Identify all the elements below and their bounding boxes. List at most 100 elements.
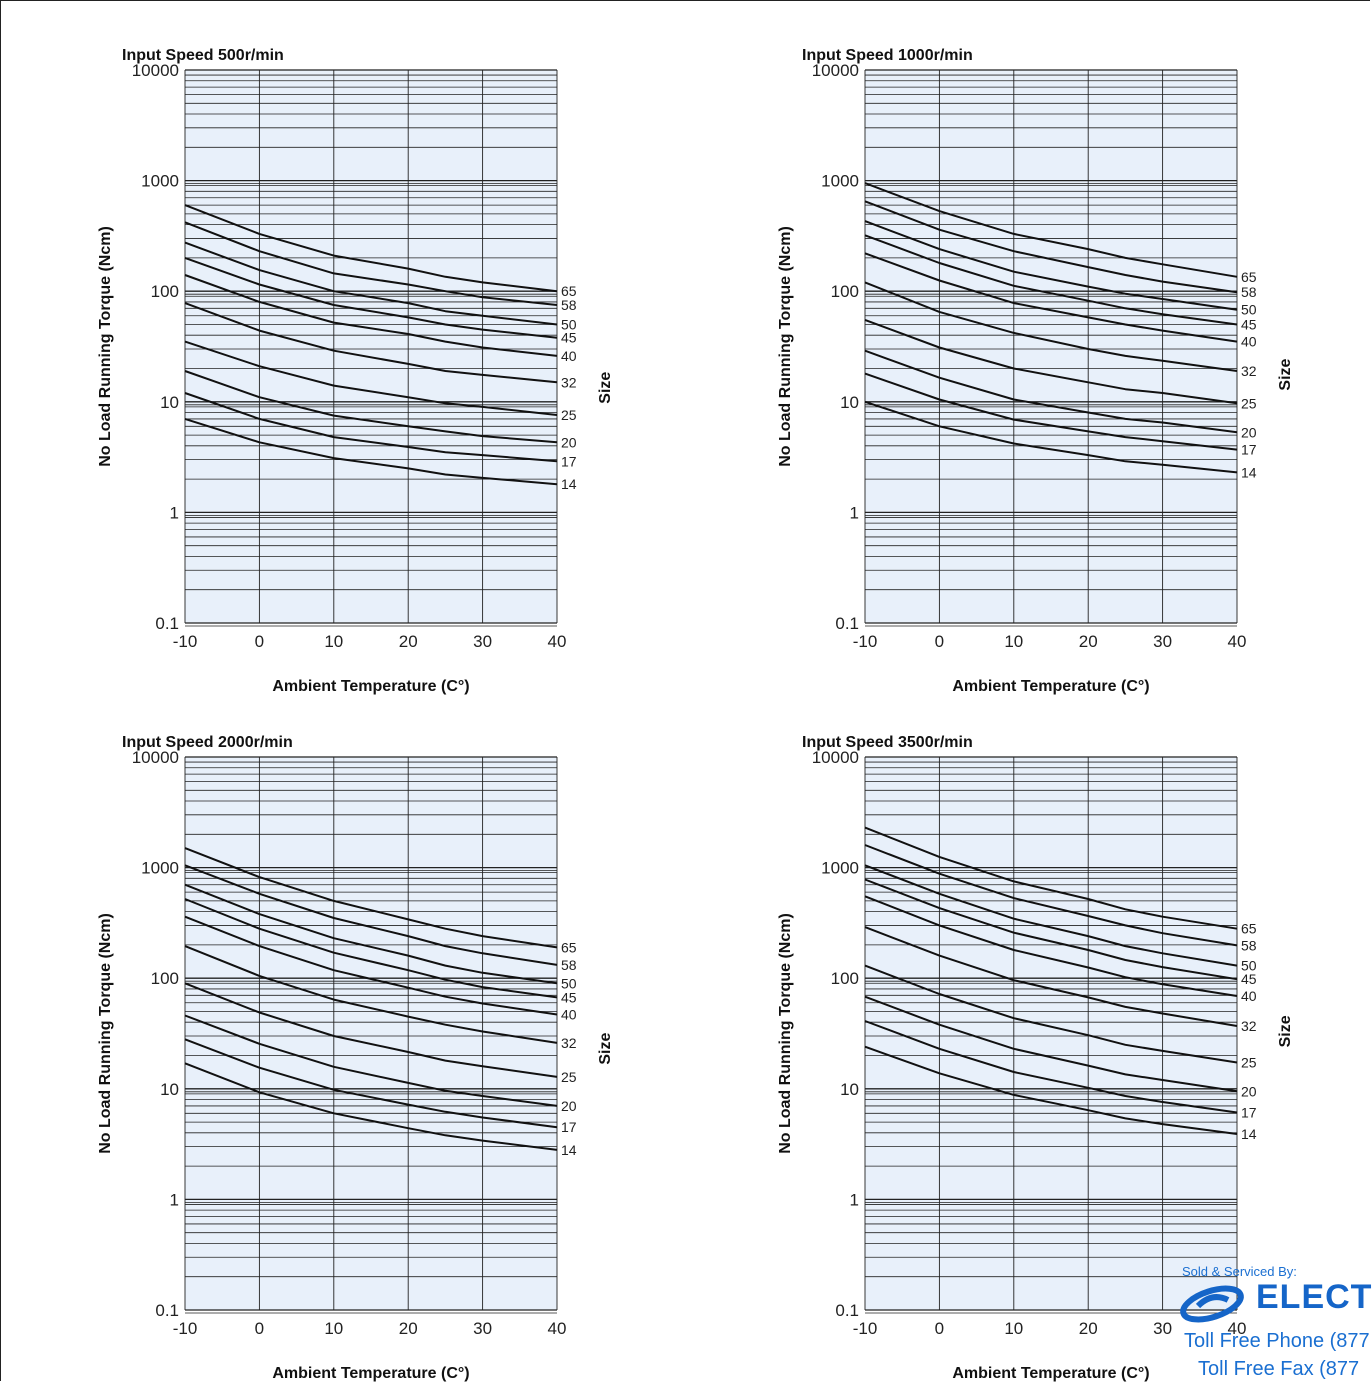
series-line-14: [864, 1045, 1238, 1135]
series-line-40: [184, 915, 558, 1016]
y-axis-title: No Load Running Torque (Ncm): [777, 913, 794, 1154]
series-line-50: [184, 241, 558, 326]
size-label-25: 25: [1241, 1054, 1257, 1070]
y-axis-title: No Load Running Torque (Ncm): [777, 226, 794, 467]
x-tick-label: 30: [1153, 632, 1172, 651]
series-line-17: [864, 1020, 1238, 1114]
legend-title: Size: [1277, 358, 1294, 390]
y-tick-label: 1: [170, 1190, 179, 1209]
y-tick-label: 100: [831, 969, 859, 988]
dealer-logo-icon: [1180, 1285, 1244, 1323]
size-label-25: 25: [561, 1069, 577, 1085]
series-line-40: [184, 274, 558, 357]
x-tick-label: 20: [1079, 632, 1098, 651]
series-line-14: [184, 417, 558, 486]
dealer-phone: Toll Free Phone (877: [1184, 1330, 1370, 1352]
series-line-58: [184, 864, 558, 966]
y-axis-title: No Load Running Torque (Ncm): [97, 913, 114, 1154]
size-label-58: 58: [1241, 937, 1257, 953]
dealer-brand: ELECTRO: [1256, 1278, 1372, 1316]
y-tick-label: 1000: [141, 859, 179, 878]
x-tick-label: 10: [324, 1319, 343, 1338]
series-line-25: [864, 318, 1238, 405]
y-tick-label: 100: [151, 282, 179, 301]
y-tick-label: 0.1: [155, 1301, 179, 1320]
legend-title: Size: [1277, 1015, 1294, 1047]
series-line-32: [184, 302, 558, 384]
x-tick-label: 20: [399, 632, 418, 651]
series-line-58: [864, 844, 1238, 947]
series-line-17: [184, 1038, 558, 1129]
x-tick-label: 30: [473, 1319, 492, 1338]
size-label-45: 45: [561, 330, 577, 346]
series-line-50: [864, 220, 1238, 311]
size-label-65: 65: [561, 283, 577, 299]
series-line-58: [864, 200, 1238, 294]
size-label-45: 45: [1241, 316, 1257, 332]
series-group: [864, 826, 1238, 1135]
series-line-50: [184, 883, 558, 985]
series-line-45: [184, 898, 558, 999]
size-label-50: 50: [561, 975, 577, 991]
series-line-14: [864, 400, 1238, 474]
series-line-58: [184, 221, 558, 306]
legend-title: Size: [597, 372, 614, 404]
y-tick-label: 1000: [821, 172, 859, 191]
y-tick-label: 10000: [132, 61, 179, 80]
x-tick-label: 0: [255, 1319, 264, 1338]
x-tick-label: -10: [853, 1319, 878, 1338]
dealer-fax: Toll Free Fax (877: [1198, 1358, 1360, 1380]
x-tick-label: 40: [548, 1319, 567, 1338]
size-label-58: 58: [1241, 284, 1257, 300]
y-tick-label: 10: [160, 1080, 179, 1099]
y-tick-label: 1000: [821, 859, 859, 878]
dealer-stamp: Sold & Serviced By: ELECTRO Toll Free Ph…: [1176, 1264, 1372, 1383]
x-tick-label: 20: [1079, 1319, 1098, 1338]
size-label-40: 40: [1241, 334, 1257, 350]
size-label-17: 17: [561, 1119, 577, 1135]
size-label-17: 17: [1241, 442, 1257, 458]
x-tick-label: 0: [255, 632, 264, 651]
series-line-20: [864, 995, 1238, 1093]
size-label-17: 17: [1241, 1105, 1257, 1121]
x-tick-label: -10: [173, 632, 198, 651]
chart-title: Input Speed 500r/min: [122, 47, 284, 64]
size-label-58: 58: [561, 957, 577, 973]
size-label-17: 17: [561, 453, 577, 469]
series-line-20: [184, 370, 558, 444]
size-label-32: 32: [561, 1035, 577, 1051]
size-label-50: 50: [1241, 958, 1257, 974]
series-line-65: [184, 847, 558, 949]
chart-2000: Input Speed 2000r/min0.1110100100010000-…: [97, 734, 614, 1382]
series-line-20: [184, 1014, 558, 1107]
grid: [864, 69, 1238, 627]
series-line-45: [184, 256, 558, 339]
y-axis-title: No Load Running Torque (Ncm): [97, 226, 114, 467]
size-label-32: 32: [561, 374, 577, 390]
y-tick-label: 10000: [812, 61, 859, 80]
x-tick-label: 30: [1153, 1319, 1172, 1338]
x-tick-label: 10: [324, 632, 343, 651]
size-label-40: 40: [561, 348, 577, 364]
y-tick-label: 1: [850, 503, 859, 522]
grid: [184, 69, 558, 627]
size-label-14: 14: [561, 476, 577, 492]
series-line-25: [184, 982, 558, 1078]
x-tick-label: 40: [1228, 632, 1247, 651]
chart-title: Input Speed 3500r/min: [802, 734, 973, 751]
x-tick-label: 30: [473, 632, 492, 651]
y-tick-label: 1: [170, 503, 179, 522]
size-label-50: 50: [1241, 302, 1257, 318]
size-label-32: 32: [1241, 363, 1257, 379]
size-label-40: 40: [1241, 988, 1257, 1004]
series-line-32: [184, 945, 558, 1044]
series-line-20: [864, 349, 1238, 434]
size-label-20: 20: [561, 1098, 577, 1114]
x-axis-title: Ambient Temperature (C°): [272, 678, 469, 695]
y-tick-label: 10000: [132, 748, 179, 767]
x-axis-title: Ambient Temperature (C°): [272, 1365, 469, 1382]
chart-3500: Input Speed 3500r/min0.1110100100010000-…: [777, 734, 1294, 1382]
size-label-25: 25: [1241, 395, 1257, 411]
y-tick-label: 0.1: [155, 614, 179, 633]
size-label-14: 14: [561, 1142, 577, 1158]
